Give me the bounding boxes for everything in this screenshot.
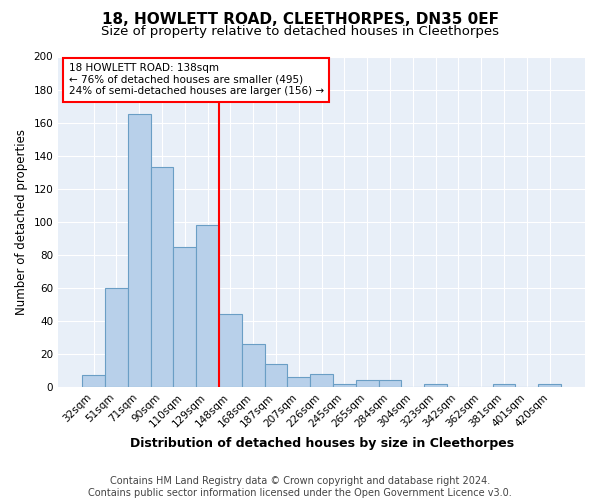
- Bar: [424, 384, 447, 387]
- Bar: [379, 380, 401, 387]
- Bar: [151, 167, 173, 387]
- Bar: [173, 246, 196, 387]
- Bar: [310, 374, 333, 387]
- Text: Size of property relative to detached houses in Cleethorpes: Size of property relative to detached ho…: [101, 25, 499, 38]
- Text: 18, HOWLETT ROAD, CLEETHORPES, DN35 0EF: 18, HOWLETT ROAD, CLEETHORPES, DN35 0EF: [101, 12, 499, 28]
- Text: 18 HOWLETT ROAD: 138sqm
← 76% of detached houses are smaller (495)
24% of semi-d: 18 HOWLETT ROAD: 138sqm ← 76% of detache…: [69, 63, 324, 96]
- Bar: [333, 384, 356, 387]
- Bar: [538, 384, 561, 387]
- Bar: [242, 344, 265, 387]
- Bar: [82, 376, 105, 387]
- Bar: [356, 380, 379, 387]
- Bar: [265, 364, 287, 387]
- X-axis label: Distribution of detached houses by size in Cleethorpes: Distribution of detached houses by size …: [130, 437, 514, 450]
- Bar: [287, 377, 310, 387]
- Bar: [219, 314, 242, 387]
- Bar: [128, 114, 151, 387]
- Bar: [196, 225, 219, 387]
- Y-axis label: Number of detached properties: Number of detached properties: [15, 128, 28, 314]
- Bar: [105, 288, 128, 387]
- Text: Contains HM Land Registry data © Crown copyright and database right 2024.
Contai: Contains HM Land Registry data © Crown c…: [88, 476, 512, 498]
- Bar: [493, 384, 515, 387]
